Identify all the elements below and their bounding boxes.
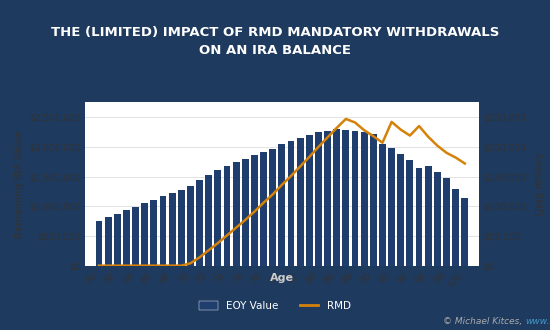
Bar [397, 154, 404, 266]
Bar [434, 172, 441, 266]
Bar [160, 196, 167, 266]
Bar [242, 159, 249, 266]
Bar [406, 160, 414, 266]
Bar [452, 189, 459, 266]
Text: www.kitces.com: www.kitces.com [525, 317, 550, 326]
Legend: EOY Value, RMD: EOY Value, RMD [195, 297, 355, 315]
Bar [351, 131, 359, 266]
Bar [123, 210, 130, 266]
Bar [205, 175, 212, 266]
Bar [388, 148, 395, 266]
Bar [288, 141, 294, 266]
Bar [416, 168, 422, 266]
Bar [461, 198, 468, 266]
Text: Age: Age [270, 273, 294, 283]
Bar [132, 207, 139, 266]
Bar [251, 155, 258, 266]
Text: THE (LIMITED) IMPACT OF RMD MANDATORY WITHDRAWALS
ON AN IRA BALANCE: THE (LIMITED) IMPACT OF RMD MANDATORY WI… [51, 26, 499, 57]
Bar [96, 221, 102, 266]
Bar [315, 132, 322, 266]
Bar [443, 178, 450, 266]
Bar [278, 144, 285, 266]
Bar [114, 214, 120, 266]
Bar [333, 129, 340, 266]
Bar [233, 162, 240, 266]
Bar [178, 190, 185, 266]
Bar [425, 166, 432, 266]
Bar [150, 200, 157, 266]
Bar [297, 138, 304, 266]
Bar [370, 134, 377, 266]
Bar [141, 203, 148, 266]
Bar [169, 193, 175, 266]
Bar [223, 166, 230, 266]
Bar [270, 149, 276, 266]
Bar [196, 180, 203, 266]
Y-axis label: Remaining IRA Value: Remaining IRA Value [15, 130, 25, 238]
Y-axis label: Annual RMD: Annual RMD [532, 152, 542, 216]
Bar [187, 186, 194, 266]
Bar [104, 217, 112, 266]
Bar [343, 130, 349, 266]
Bar [379, 144, 386, 266]
Bar [306, 135, 313, 266]
Bar [260, 152, 267, 266]
Bar [361, 132, 367, 266]
Bar [214, 170, 221, 266]
Bar [324, 130, 331, 266]
Text: © Michael Kitces,: © Michael Kitces, [443, 317, 525, 326]
